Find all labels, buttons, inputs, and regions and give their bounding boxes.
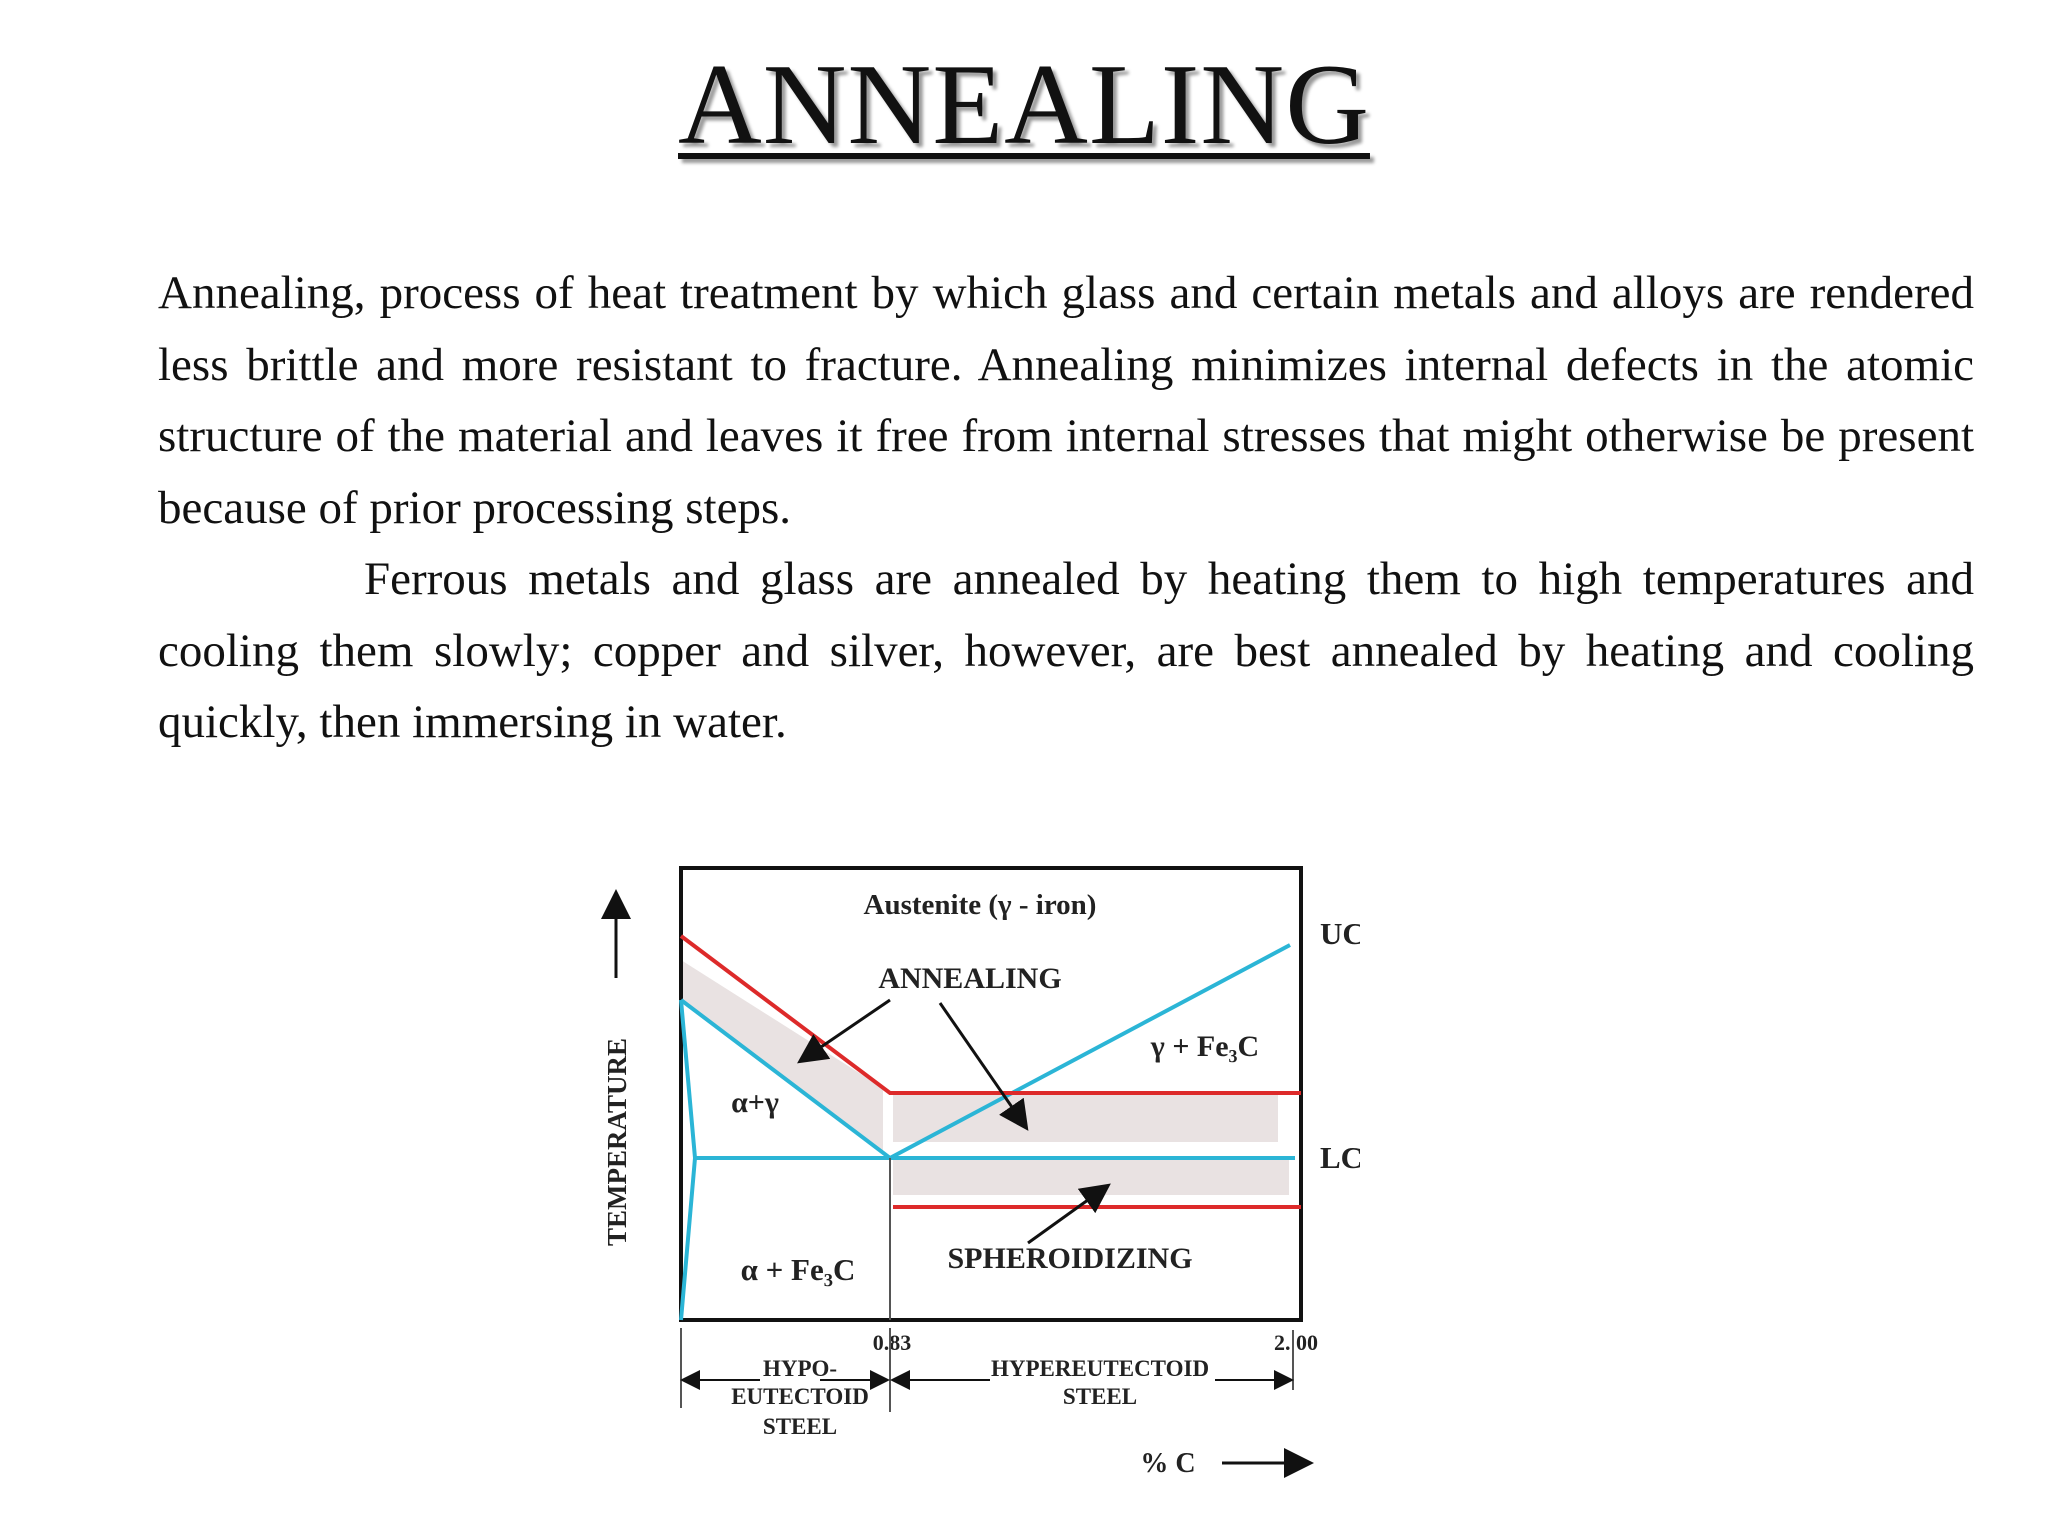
acm-line <box>889 943 1291 1160</box>
gamma-fe3c-label: γ + Fe₃C <box>1150 1030 1259 1063</box>
hypo-label-line-3: STEEL <box>763 1414 837 1439</box>
uct-label: UCT <box>1320 916 1360 951</box>
alpha-fe3c-label: α + Fe₃C <box>741 1252 856 1287</box>
spheroidizing-arrow <box>1027 1183 1111 1245</box>
hyper-label-line-1: HYPEREUTECTOID <box>991 1356 1209 1381</box>
alpha-gamma-label: α+γ <box>731 1086 779 1119</box>
annealing-band-hyper <box>893 1092 1278 1142</box>
iron-carbon-annealing-diagram: Austenite (γ - iron) ANNEALING α+γ γ + F… <box>601 866 1360 1479</box>
alpha-boundary-line <box>679 999 698 1321</box>
spheroidizing-band <box>893 1158 1289 1195</box>
hyper-label-line-2: STEEL <box>1063 1384 1137 1409</box>
annealing-arrow-left <box>797 998 891 1064</box>
hypo-label-line-1: HYPO- <box>763 1356 837 1381</box>
paragraph-definition: Annealing, process of heat treatment by … <box>158 267 1974 534</box>
tick-eutectoid: 0.83 <box>873 1330 912 1355</box>
paragraph-methods: Ferrous metals and glass are annealed by… <box>158 553 1974 748</box>
austenite-label: Austenite (γ - iron) <box>864 889 1097 921</box>
annealing-upper-line <box>679 934 1301 1095</box>
x-axis-label: % C <box>1140 1448 1195 1479</box>
body-text: Annealing, process of heat treatment by … <box>158 258 1974 759</box>
spheroidizing-label: SPHEROIDIZING <box>947 1242 1192 1275</box>
annealing-arrow-right <box>938 1002 1029 1131</box>
tick-max: 2. 00 <box>1274 1330 1318 1355</box>
lct-label: LCT <box>1320 1140 1360 1175</box>
annealing-diagram-label: ANNEALING <box>878 962 1061 995</box>
hypo-label-line-2: EUTECTOID <box>731 1384 869 1409</box>
slide-title: ANNEALING <box>678 41 1370 169</box>
annealing-band-hypo <box>681 960 883 1151</box>
y-axis-label: TEMPERATURE <box>602 1038 632 1246</box>
a3-line <box>679 998 892 1160</box>
